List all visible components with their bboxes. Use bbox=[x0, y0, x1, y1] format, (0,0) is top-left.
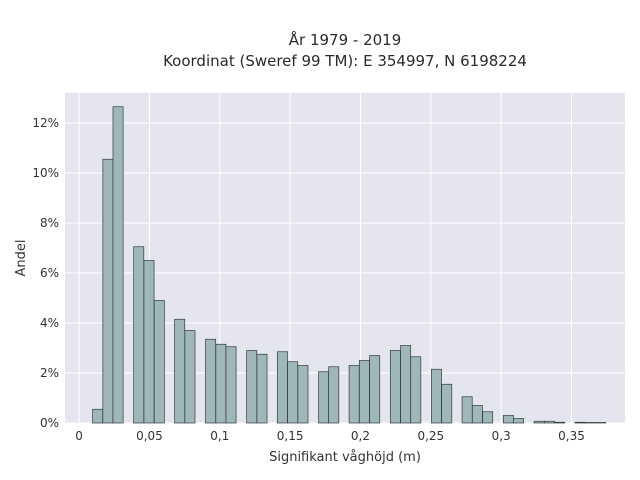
x-tick-label: 0,35 bbox=[558, 429, 585, 443]
y-tick-label: 6% bbox=[40, 266, 59, 280]
histogram-bar bbox=[112, 106, 124, 424]
histogram-bar bbox=[369, 355, 381, 424]
histogram-bar bbox=[410, 356, 422, 424]
histogram-bar bbox=[143, 260, 155, 424]
histogram-bar bbox=[205, 338, 217, 424]
histogram-bar bbox=[482, 411, 494, 424]
histogram-bar bbox=[153, 300, 165, 424]
y-tick-label: 4% bbox=[40, 316, 59, 330]
histogram-bar bbox=[174, 318, 186, 424]
x-tick-label: 0,3 bbox=[492, 429, 511, 443]
histogram-bar bbox=[184, 330, 196, 424]
histogram-bar bbox=[256, 353, 268, 424]
histogram-bar bbox=[318, 371, 330, 424]
histogram-bar bbox=[225, 346, 237, 424]
histogram-bar bbox=[502, 415, 514, 424]
histogram-bar bbox=[348, 365, 360, 424]
y-tick-label: 2% bbox=[40, 366, 59, 380]
histogram-bar bbox=[431, 368, 442, 424]
y-axis-title: Andel bbox=[14, 240, 29, 277]
x-tick-label: 0,05 bbox=[136, 429, 163, 443]
x-tick-label: 0 bbox=[75, 429, 83, 443]
histogram-bar bbox=[328, 366, 340, 424]
histogram-bar bbox=[276, 351, 288, 424]
y-axis-ticks: 0% 2% 4% 6% 8% 10% 12% bbox=[32, 116, 59, 430]
histogram-bar bbox=[215, 343, 227, 424]
x-tick-label: 0,2 bbox=[351, 429, 370, 443]
histogram-bar bbox=[461, 396, 473, 424]
histogram-bar bbox=[400, 345, 412, 424]
x-axis-ticks: 0 0,05 0,1 0,15 0,2 0,25 0,3 0,35 bbox=[75, 429, 585, 443]
histogram-bar bbox=[471, 405, 483, 424]
histogram-bar bbox=[533, 420, 545, 424]
histogram-bar bbox=[595, 422, 607, 424]
chart-subtitle: Koordinat (Sweref 99 TM): E 354997, N 61… bbox=[163, 52, 527, 70]
histogram-bar bbox=[574, 421, 586, 424]
x-axis-title: Signifikant våghöjd (m) bbox=[269, 450, 421, 465]
y-tick-label: 10% bbox=[32, 166, 59, 180]
bars-group bbox=[92, 106, 607, 424]
y-tick-label: 12% bbox=[32, 116, 59, 130]
x-tick-label: 0,1 bbox=[210, 429, 229, 443]
chart-title: År 1979 - 2019 bbox=[289, 30, 402, 49]
histogram-bar bbox=[584, 422, 596, 424]
y-tick-label: 8% bbox=[40, 216, 59, 230]
histogram-bar bbox=[554, 421, 566, 424]
x-tick-label: 0,15 bbox=[277, 429, 304, 443]
histogram-bar bbox=[513, 418, 524, 424]
y-tick-label: 0% bbox=[40, 416, 59, 430]
histogram-bar bbox=[297, 365, 309, 424]
histogram-bar bbox=[246, 350, 258, 424]
histogram-bar bbox=[92, 408, 104, 424]
histogram-bar bbox=[359, 360, 370, 424]
x-tick-label: 0,25 bbox=[417, 429, 444, 443]
histogram-bar bbox=[441, 383, 453, 424]
histogram-bar bbox=[102, 158, 114, 424]
histogram-bar bbox=[287, 361, 299, 424]
histogram-bar bbox=[544, 420, 555, 424]
histogram-bar bbox=[389, 350, 401, 424]
histogram-bar bbox=[133, 246, 145, 424]
